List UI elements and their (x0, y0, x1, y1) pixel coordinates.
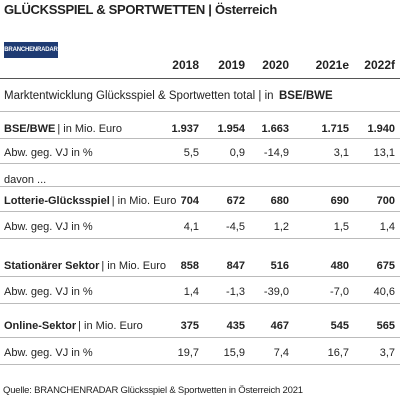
logo: BRANCHENRADAR (4, 42, 58, 58)
rule (0, 337, 400, 338)
cell: 0,9 (229, 147, 245, 159)
column-header: 2018 (172, 58, 199, 72)
cell: 858 (180, 260, 199, 272)
cell: 1.663 (261, 123, 289, 135)
row-unit: | in Mio. Euro (111, 195, 177, 207)
cell: 19,7 (177, 347, 199, 359)
row-label: Abw. geg. VJ in % (4, 221, 93, 233)
cell: 375 (180, 320, 199, 332)
cell: 1,4 (183, 286, 199, 298)
cell: 3,1 (333, 147, 349, 159)
cell: 680 (270, 195, 289, 207)
cell: 675 (376, 260, 395, 272)
rule (0, 163, 400, 164)
cell: 3,7 (379, 347, 395, 359)
cell: 1.715 (321, 123, 349, 135)
group-label: davon ... (4, 174, 47, 186)
cell: 467 (270, 320, 289, 332)
rule (0, 138, 400, 139)
cell: 672 (226, 195, 245, 207)
row-unit: | in Mio. Euro (78, 320, 143, 332)
row-name: Lotterie-Glücksspiel (4, 195, 110, 207)
row-label: Abw. geg. VJ in % (4, 347, 93, 359)
cell: 700 (376, 195, 395, 207)
column-header: 2021e (315, 58, 349, 72)
rule (0, 186, 400, 187)
cell: 5,5 (183, 147, 199, 159)
cell: -7,0 (330, 286, 349, 298)
column-header: 2020 (262, 58, 289, 72)
title: GLÜCKSSPIEL & SPORTWETTEN | Österreich (4, 2, 277, 17)
rule (0, 111, 400, 112)
cell: 4,1 (183, 221, 199, 233)
rule (0, 211, 400, 212)
cell: -39,0 (263, 286, 289, 298)
rule (0, 238, 400, 239)
cell: 545 (330, 320, 349, 332)
cell: -4,5 (226, 221, 245, 233)
cell: -1,3 (226, 286, 245, 298)
cell: 480 (330, 260, 349, 272)
row-unit: | in Mio. Euro (101, 260, 166, 272)
row-label: Abw. geg. VJ in % (4, 147, 93, 159)
cell: 1.937 (171, 123, 199, 135)
rule (0, 303, 400, 304)
cell: 1,4 (379, 221, 395, 233)
cell: 13,1 (373, 147, 395, 159)
cell: 1.940 (367, 123, 395, 135)
column-header: 2022f (364, 58, 395, 72)
cell: 1,2 (273, 221, 289, 233)
cell: 690 (330, 195, 349, 207)
cell: 516 (270, 260, 289, 272)
section-title: Marktentwicklung Glücksspiel & Sportwett… (4, 90, 274, 102)
row-name: Stationärer Sektor (4, 260, 100, 272)
row-unit: | in Mio. Euro (57, 123, 122, 135)
cell: 704 (180, 195, 199, 207)
cell: 16,7 (327, 347, 349, 359)
cell: 565 (376, 320, 395, 332)
cell: 40,6 (373, 286, 395, 298)
cell: 435 (226, 320, 245, 332)
row-name: BSE/BWE (4, 123, 56, 135)
rule (0, 276, 400, 277)
cell: 7,4 (273, 347, 289, 359)
cell: 847 (226, 260, 245, 272)
source: Quelle: BRANCHENRADAR Glücksspiel & Spor… (3, 385, 303, 396)
column-header: 2019 (218, 58, 245, 72)
section-unit: BSE/BWE (279, 90, 333, 102)
rule (0, 364, 400, 365)
cell: 15,9 (223, 347, 245, 359)
row-label: Abw. geg. VJ in % (4, 286, 93, 298)
cell: -14,9 (263, 147, 289, 159)
cell: 1,5 (333, 221, 349, 233)
row-name: Online-Sektor (4, 320, 77, 332)
cell: 1.954 (217, 123, 245, 135)
header-rule (0, 78, 400, 79)
